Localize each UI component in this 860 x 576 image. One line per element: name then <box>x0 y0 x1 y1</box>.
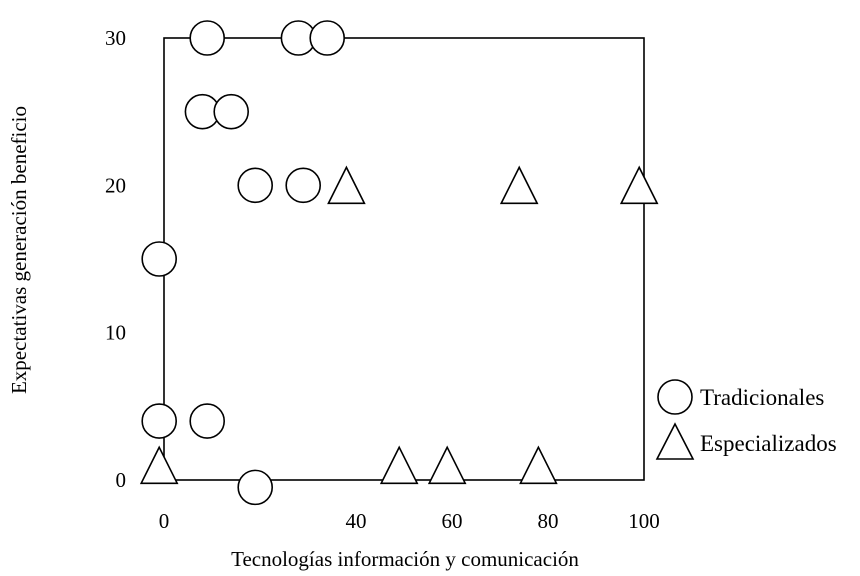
y-tick-label: 0 <box>116 468 127 492</box>
data-point-circle <box>189 20 225 56</box>
y-tick-label: 30 <box>105 26 126 50</box>
data-point-triangle <box>619 165 659 205</box>
x-axis-label: Tecnologías información y comunicación <box>231 547 579 571</box>
y-tick-label: 20 <box>105 173 126 197</box>
data-point-circle <box>237 167 273 204</box>
data-point-circle <box>285 167 322 204</box>
y-axis-label: Expectativas generación beneficio <box>7 106 31 394</box>
x-tick-label: 60 <box>442 509 463 533</box>
data-point-circle <box>309 20 346 56</box>
data-point-circle <box>189 403 225 439</box>
data-point-circle <box>237 469 273 506</box>
legend: Tradicionales Especializados <box>655 379 837 460</box>
data-point-triangle <box>327 165 366 205</box>
data-point-triangle <box>379 445 419 485</box>
y-tick-label: 10 <box>105 321 126 345</box>
data-point-triangle <box>519 445 558 485</box>
x-tick-label: 100 <box>628 509 660 533</box>
legend-triangle-icon <box>655 422 695 460</box>
data-point-circle <box>213 93 249 130</box>
data-markers <box>139 20 659 506</box>
x-tick-label: 40 <box>346 509 367 533</box>
data-point-circle <box>141 241 177 277</box>
data-point-circle <box>141 403 177 439</box>
data-point-triangle <box>427 445 467 485</box>
x-tick-label: 80 <box>538 509 559 533</box>
legend-circle-icon <box>657 379 693 415</box>
y-tick-labels: 0 10 20 30 <box>105 26 126 492</box>
x-tick-label: 0 <box>159 509 170 533</box>
legend-label-tradicionales: Tradicionales <box>700 385 824 410</box>
legend-label-especializados: Especializados <box>700 431 837 456</box>
x-tick-labels: 0 40 60 80 100 <box>159 509 660 533</box>
data-point-triangle <box>139 445 179 485</box>
data-point-triangle <box>499 165 539 205</box>
